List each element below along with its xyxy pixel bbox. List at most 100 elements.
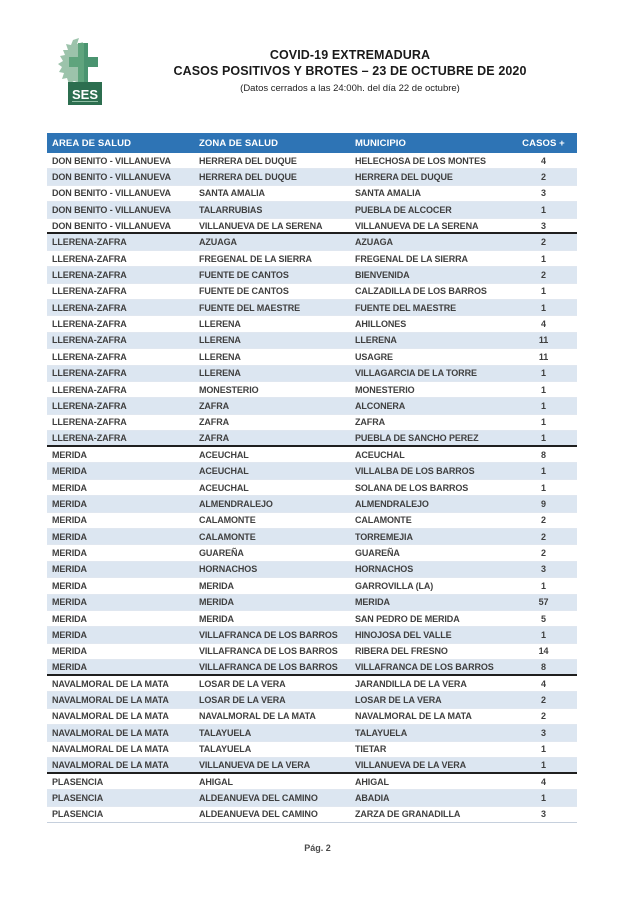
cell-casos: 1 (510, 283, 577, 301)
table-row: MERIDA CALAMONTE CALAMONTE 2 (47, 512, 577, 529)
table-row: LLERENA-ZAFRA LLERENA USAGRE 11 (47, 348, 577, 366)
cell-municipio: VILLALBA DE LOS BARROS (350, 462, 510, 480)
cell-area-de-salud: LLERENA-ZAFRA (47, 332, 194, 350)
cell-municipio: ACEUCHAL (350, 446, 510, 464)
cell-municipio: SAN PEDRO DE MERIDA (350, 610, 510, 628)
table-row: NAVALMORAL DE LA MATA LOSAR DE LA VERA L… (47, 691, 577, 709)
cell-municipio: MERIDA (350, 594, 510, 611)
table-row: LLERENA-ZAFRA AZUAGA AZUAGA 2 (47, 233, 577, 251)
cell-zona-de-salud: FREGENAL DE LA SIERRA (194, 250, 350, 268)
cell-zona-de-salud: HERRERA DEL DUQUE (194, 153, 350, 170)
cell-municipio: VILLAFRANCA DE LOS BARROS (350, 659, 510, 677)
cell-municipio: LLERENA (350, 332, 510, 350)
cell-municipio: CALAMONTE (350, 512, 510, 529)
cell-municipio: USAGRE (350, 348, 510, 366)
cell-area-de-salud: NAVALMORAL DE LA MATA (47, 675, 194, 693)
cell-area-de-salud: DON BENITO - VILLANUEVA (47, 218, 194, 235)
table-row: DON BENITO - VILLANUEVA HERRERA DEL DUQU… (47, 168, 577, 186)
cell-municipio: HERRERA DEL DUQUE (350, 168, 510, 186)
cell-zona-de-salud: ACEUCHAL (194, 479, 350, 497)
cell-zona-de-salud: VILLAFRANCA DE LOS BARROS (194, 626, 350, 644)
table-row: NAVALMORAL DE LA MATA LOSAR DE LA VERA J… (47, 675, 577, 693)
cell-area-de-salud: LLERENA-ZAFRA (47, 299, 194, 317)
ses-logo-text: SES (72, 87, 98, 102)
cell-casos: 3 (510, 561, 577, 579)
cell-zona-de-salud: MERIDA (194, 577, 350, 595)
cell-municipio: ZAFRA (350, 414, 510, 432)
cell-municipio: AHIGAL (350, 772, 510, 791)
cell-zona-de-salud: VILLAFRANCA DE LOS BARROS (194, 643, 350, 661)
cell-municipio: ABADIA (350, 789, 510, 807)
cell-municipio: GARROVILLA (LA) (350, 577, 510, 595)
cell-casos: 1 (510, 299, 577, 317)
cell-zona-de-salud: AZUAGA (194, 233, 350, 251)
table-row: LLERENA-ZAFRA ZAFRA PUEBLA DE SANCHO PER… (47, 430, 577, 448)
cell-municipio: ALMENDRALEJO (350, 495, 510, 513)
cell-zona-de-salud: MERIDA (194, 610, 350, 628)
report-header: COVID-19 EXTREMADURA CASOS POSITIVOS Y B… (65, 47, 635, 95)
cell-zona-de-salud: FUENTE DE CANTOS (194, 266, 350, 284)
cell-casos: 2 (510, 544, 577, 562)
cell-zona-de-salud: LLERENA (194, 332, 350, 350)
cell-area-de-salud: LLERENA-ZAFRA (47, 348, 194, 366)
table-row: DON BENITO - VILLANUEVA HERRERA DEL DUQU… (47, 153, 577, 170)
cell-zona-de-salud: ZAFRA (194, 414, 350, 432)
cell-area-de-salud: PLASENCIA (47, 789, 194, 807)
cell-zona-de-salud: ZAFRA (194, 397, 350, 415)
cell-casos: 1 (510, 626, 577, 644)
cell-municipio: GUAREÑA (350, 544, 510, 562)
cell-municipio: CALZADILLA DE LOS BARROS (350, 283, 510, 301)
cell-zona-de-salud: MERIDA (194, 594, 350, 611)
cell-casos: 2 (510, 233, 577, 251)
cell-area-de-salud: LLERENA-ZAFRA (47, 233, 194, 251)
cell-casos: 1 (510, 430, 577, 448)
cell-municipio: AHILLONES (350, 315, 510, 333)
table-row: NAVALMORAL DE LA MATA TALAYUELA TIETAR 1 (47, 741, 577, 758)
table-row: PLASENCIA ALDEANUEVA DEL CAMINO ZARZA DE… (47, 806, 577, 824)
cell-casos: 2 (510, 708, 577, 726)
table-row: MERIDA MERIDA SAN PEDRO DE MERIDA 5 (47, 610, 577, 628)
cell-zona-de-salud: LOSAR DE LA VERA (194, 691, 350, 709)
cell-zona-de-salud: ALDEANUEVA DEL CAMINO (194, 789, 350, 807)
col-header-municipio: MUNICIPIO (350, 133, 510, 153)
cell-municipio: TALAYUELA (350, 724, 510, 742)
table-row: MERIDA ACEUCHAL SOLANA DE LOS BARROS 1 (47, 479, 577, 497)
cell-casos: 4 (510, 675, 577, 693)
cell-municipio: VILLANUEVA DE LA SERENA (350, 218, 510, 235)
cell-area-de-salud: MERIDA (47, 512, 194, 529)
table-row: DON BENITO - VILLANUEVA TALARRUBIAS PUEB… (47, 201, 577, 219)
cell-zona-de-salud: ACEUCHAL (194, 446, 350, 464)
cell-casos: 1 (510, 397, 577, 415)
cell-area-de-salud: DON BENITO - VILLANUEVA (47, 153, 194, 170)
cell-area-de-salud: LLERENA-ZAFRA (47, 430, 194, 448)
cell-municipio: TIETAR (350, 741, 510, 758)
cell-area-de-salud: LLERENA-ZAFRA (47, 315, 194, 333)
cell-area-de-salud: NAVALMORAL DE LA MATA (47, 691, 194, 709)
cell-zona-de-salud: HORNACHOS (194, 561, 350, 579)
cell-casos: 2 (510, 266, 577, 284)
cell-casos: 3 (510, 724, 577, 742)
cell-municipio: HORNACHOS (350, 561, 510, 579)
cell-casos: 1 (510, 381, 577, 399)
cell-area-de-salud: MERIDA (47, 626, 194, 644)
cell-municipio: ZARZA DE GRANADILLA (350, 806, 510, 824)
report-note: (Datos cerrados a las 24:00h. del día 22… (240, 83, 460, 94)
cell-area-de-salud: MERIDA (47, 495, 194, 513)
cell-zona-de-salud: FUENTE DEL MAESTRE (194, 299, 350, 317)
cell-municipio: SOLANA DE LOS BARROS (350, 479, 510, 497)
table-row: LLERENA-ZAFRA LLERENA LLERENA 11 (47, 332, 577, 350)
cell-area-de-salud: MERIDA (47, 643, 194, 661)
cell-casos: 2 (510, 528, 577, 546)
cell-casos: 4 (510, 153, 577, 170)
cell-zona-de-salud: VILLAFRANCA DE LOS BARROS (194, 659, 350, 677)
table-row: MERIDA VILLAFRANCA DE LOS BARROS HINOJOS… (47, 626, 577, 644)
cell-casos: 4 (510, 772, 577, 791)
col-header-zona-de-salud: ZONA DE SALUD (194, 133, 350, 153)
cell-zona-de-salud: HERRERA DEL DUQUE (194, 168, 350, 186)
cell-zona-de-salud: CALAMONTE (194, 528, 350, 546)
cell-zona-de-salud: TALARRUBIAS (194, 201, 350, 219)
cell-area-de-salud: NAVALMORAL DE LA MATA (47, 708, 194, 726)
table-row: NAVALMORAL DE LA MATA VILLANUEVA DE LA V… (47, 757, 577, 774)
cell-area-de-salud: LLERENA-ZAFRA (47, 381, 194, 399)
cell-casos: 1 (510, 250, 577, 268)
